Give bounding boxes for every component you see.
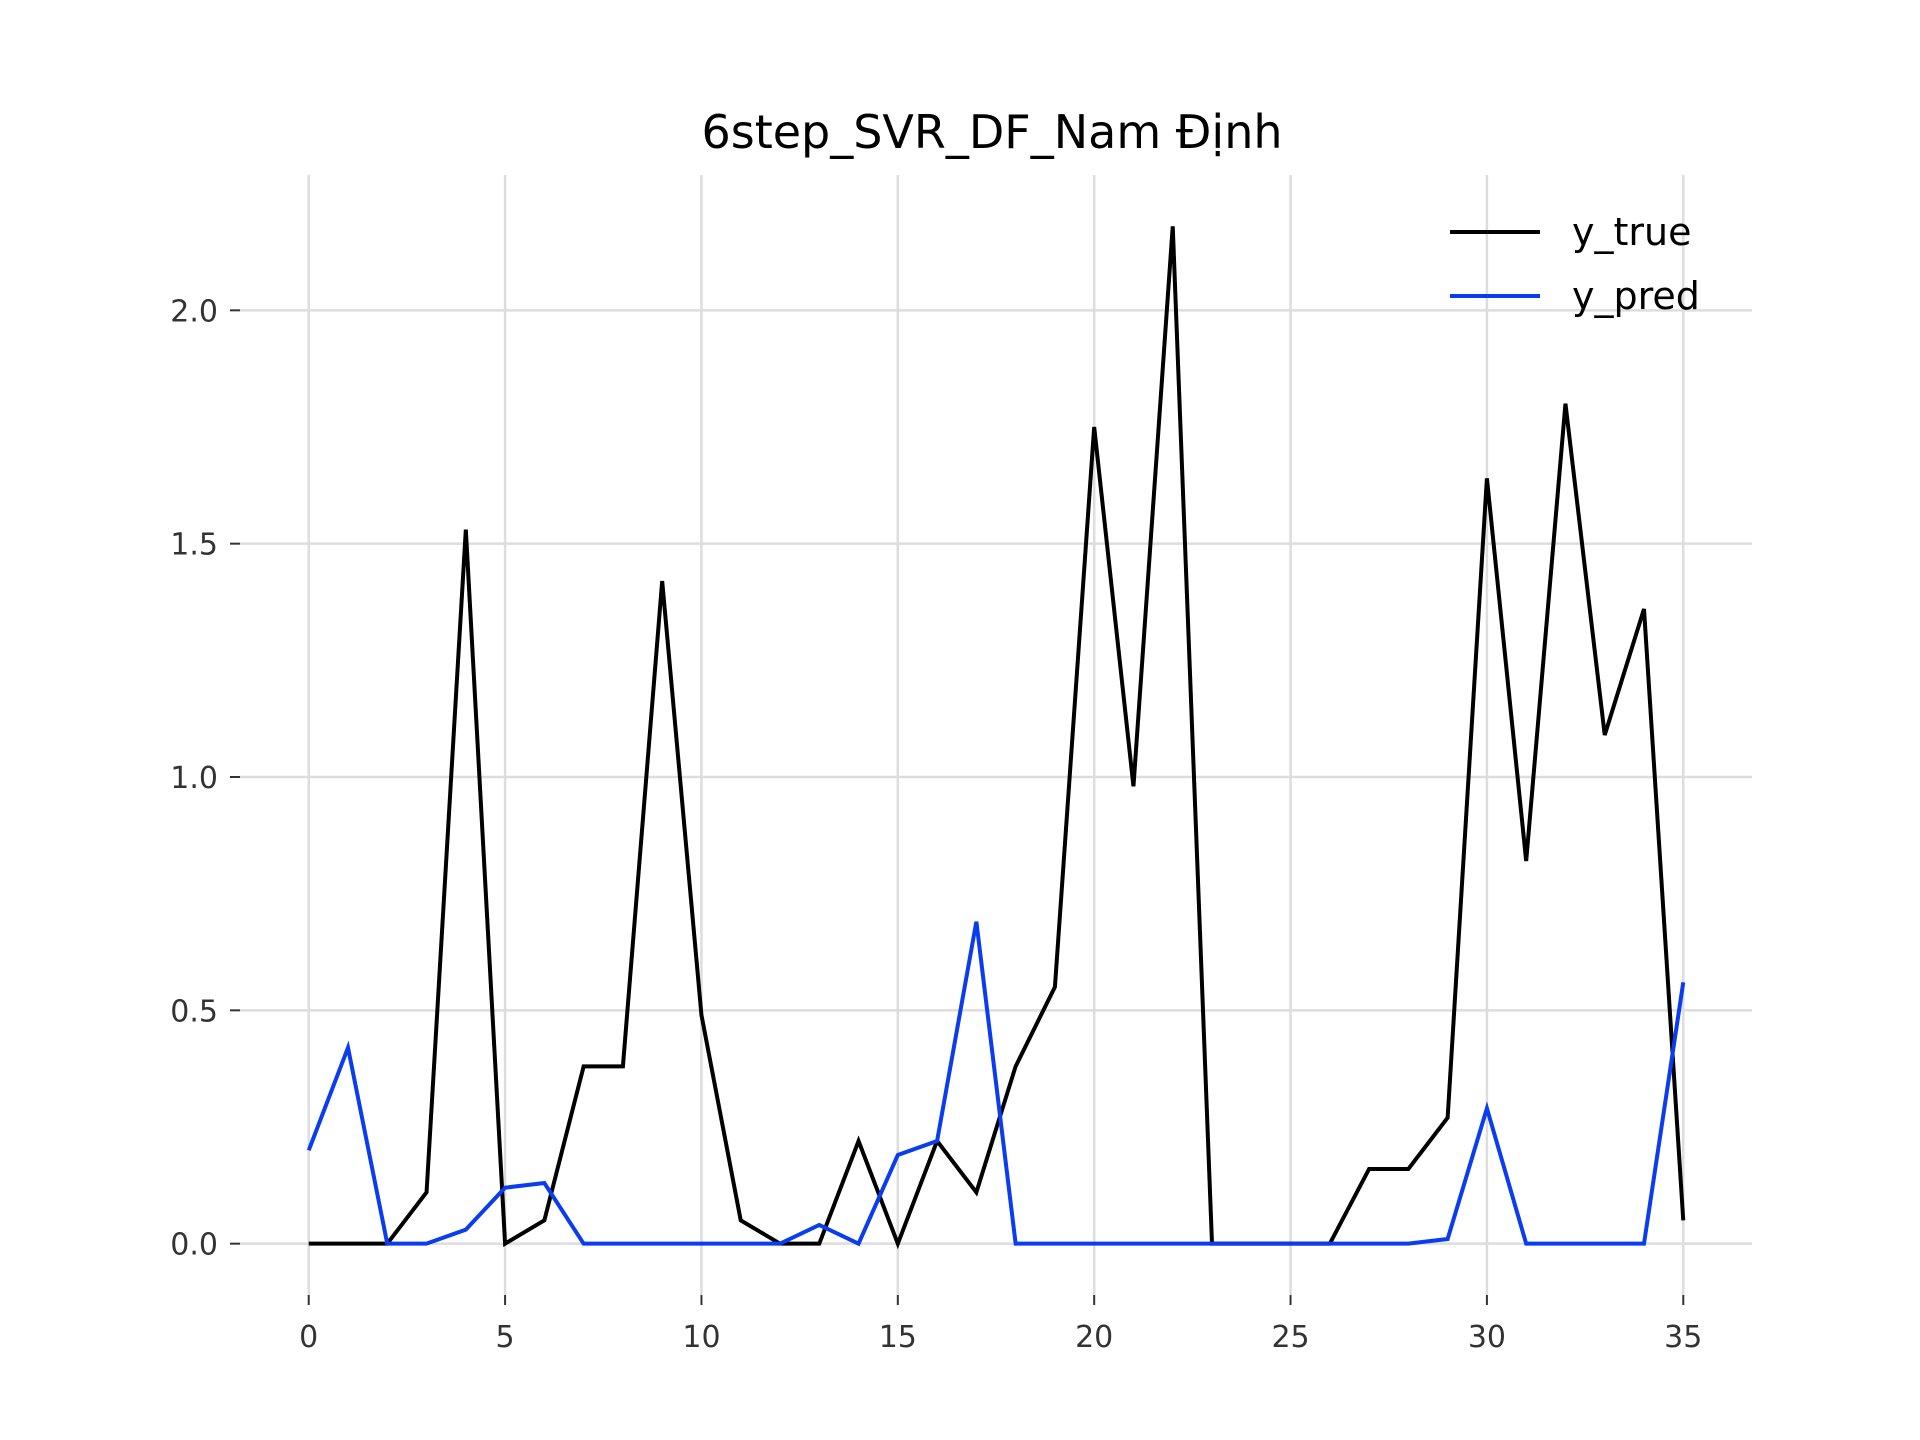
y-tick-label: 1.5 — [170, 528, 218, 563]
chart-title: 6step_SVR_DF_Nam Định — [701, 105, 1282, 159]
series-line-y-true — [308, 226, 1686, 1250]
legend-label-y-true: y_true — [1572, 210, 1691, 254]
x-tick-label: 15 — [879, 1320, 917, 1355]
legend-label-y-pred: y_pred — [1572, 274, 1700, 318]
x-tick-label: 25 — [1271, 1320, 1309, 1355]
grid — [240, 175, 1752, 1295]
y-tick-label: 0.0 — [170, 1228, 218, 1263]
x-tick-label: 10 — [682, 1320, 720, 1355]
x-tick-label: 35 — [1664, 1320, 1702, 1355]
y-tick-label: 1.0 — [170, 761, 218, 796]
x-tick-label: 30 — [1468, 1320, 1506, 1355]
y-tick-label: 2.0 — [170, 294, 218, 329]
legend: y_true y_pred — [1450, 210, 1700, 318]
x-tick-label: 20 — [1075, 1320, 1113, 1355]
x-tick-label: 0 — [299, 1320, 318, 1355]
series-lines — [306, 226, 1686, 1250]
x-tick-label: 5 — [496, 1320, 515, 1355]
axes: 0 5 10 15 20 25 30 35 0.0 0.5 1.0 1.5 2.0 — [170, 294, 1702, 1355]
y-tick-label: 0.5 — [170, 994, 218, 1029]
series-line-y-pred — [306, 921, 1686, 1247]
